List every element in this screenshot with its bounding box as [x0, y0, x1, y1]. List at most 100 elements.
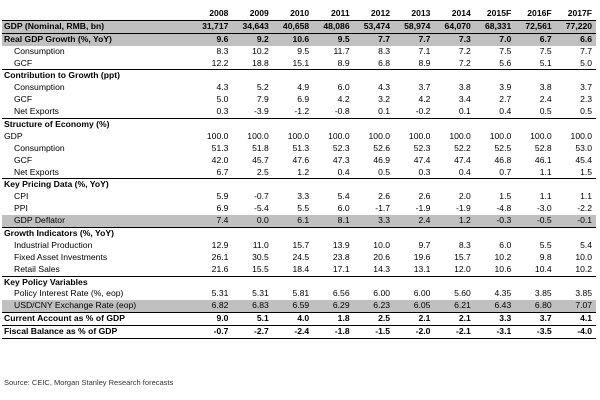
table-cell: -3.0	[536, 203, 552, 214]
table-cell: 8.3	[216, 45, 229, 56]
table-cell: 46.1	[534, 154, 552, 165]
table-cell: 3.7	[580, 82, 593, 93]
table-row: Retail Sales 21.6 15.5 18.4 17.1 14.3 13.1 12.0…	[2, 264, 596, 276]
table-cell: 5.0	[580, 57, 593, 68]
table-cell: 0.1	[378, 106, 391, 117]
table-cell: 0.4	[337, 166, 350, 177]
table-cell: 45.4	[575, 154, 593, 165]
table-cell: 3.3	[378, 215, 391, 226]
table-cell: -5.4	[254, 203, 269, 214]
table-cell: -2.2	[577, 203, 593, 214]
table-cell: 1.1	[580, 191, 593, 202]
row-label: GCF	[14, 94, 33, 105]
year-header-cell: 2012	[370, 8, 391, 18]
table-cell: 6.0	[337, 82, 350, 93]
year-header-cell: 2011	[330, 8, 350, 18]
table-cell: 6.9	[297, 94, 310, 105]
table-row: PPI 6.9 -5.4 5.5 6.0 -1.7 -1.9 -1.9 -4.8 -3.0 -2.2	[2, 203, 596, 215]
table-cell: -0.3	[496, 215, 512, 226]
table-cell: 47.4	[413, 154, 431, 165]
row-label: Growth Indicators (%, YoY)	[4, 228, 114, 239]
gdp-nominal-cell: 58,974	[404, 20, 431, 31]
table-cell: 5.1	[256, 313, 269, 324]
table-cell: 7.7	[580, 45, 593, 56]
table-cell: 7.0	[499, 33, 512, 44]
table-row: Fiscal Balance as % of GDP -0.7 -2.7 -2.4 -1…	[2, 325, 596, 340]
table-cell: 6.8	[378, 57, 391, 68]
table-cell: -3.1	[496, 326, 512, 337]
table-cell: 9.5	[297, 45, 310, 56]
table-cell: 5.0	[216, 94, 229, 105]
row-label: GDP Deflator	[14, 215, 65, 226]
row-label: Net Exports	[14, 106, 59, 117]
row-label: Contribution to Growth (ppt)	[4, 70, 120, 81]
row-label: Net Exports	[14, 166, 59, 177]
table-cell: 6.56	[332, 288, 350, 299]
table-cell: 9.2	[256, 33, 269, 44]
table-cell: -2.7	[254, 326, 269, 337]
table-cell: 10.0	[575, 251, 593, 262]
table-cell: 18.4	[292, 263, 310, 274]
table-cell: 8.1	[337, 215, 350, 226]
table-cell: 2.1	[418, 313, 431, 324]
table-cell: 1.8	[337, 313, 350, 324]
table-cell: 3.8	[539, 82, 552, 93]
year-header-cell: 2014	[451, 8, 471, 18]
table-cell: 6.80	[534, 300, 552, 311]
table-cell: 3.2	[378, 94, 391, 105]
table-cell: 1.2	[458, 215, 471, 226]
table-cell: 19.6	[413, 251, 431, 262]
table-cell: 13.9	[332, 239, 350, 250]
table-cell: 8.9	[337, 57, 350, 68]
table-cell: 2.7	[499, 94, 512, 105]
table-cell: 0.3	[418, 166, 431, 177]
year-header-cell: 2017F	[567, 8, 593, 18]
gdp-nominal-cell: 34,643	[242, 20, 269, 31]
table-row: Consumption 51.3 51.8 51.3 52.3 52.6 52.3 52.2 5…	[2, 143, 596, 155]
table-cell: 6.05	[413, 300, 431, 311]
gdp-nominal-cell: 72,561	[525, 20, 552, 31]
table-cell: 6.83	[252, 300, 269, 311]
table-cell: -4.8	[496, 203, 512, 214]
table-cell: 6.9	[216, 203, 229, 214]
table-row: Policy Interest Rate (%, eop) 5.31 5.31 5.8…	[2, 288, 596, 300]
table-cell: 7.2	[458, 45, 471, 56]
gdp-nominal-cell: 53,474	[363, 20, 391, 31]
table-cell: 6.7	[539, 33, 552, 44]
table-row: GDP 100.0 100.0 100.0 100.0 100.0 100.0 100.0 10…	[2, 131, 596, 143]
table-cell: 6.59	[292, 300, 310, 311]
table-cell: 3.4	[458, 94, 471, 105]
table-cell: 52.5	[494, 142, 512, 153]
table-cell: 21.6	[211, 263, 229, 274]
table-cell: 4.9	[297, 82, 310, 93]
table-cell: 15.7	[292, 239, 310, 250]
table-row: Growth Indicators (%, YoY)	[2, 227, 596, 240]
table-cell: 0.4	[499, 106, 512, 117]
table-cell: 3.7	[418, 82, 431, 93]
table-cell: 0.1	[458, 106, 471, 117]
table-cell: 20.6	[373, 251, 391, 262]
table-cell: 46.9	[373, 154, 391, 165]
table-cell: 51.3	[211, 142, 229, 153]
table-cell: 6.00	[373, 288, 391, 299]
table-cell: 10.6	[292, 33, 310, 44]
table-cell: 100.0	[287, 130, 310, 141]
table-cell: 23.8	[332, 251, 350, 262]
row-label: Fiscal Balance as % of GDP	[4, 326, 118, 337]
table-row: CPI 5.9 -0.7 3.3 5.4 2.6 2.6 2.0 1.5 1.1 1.1	[2, 191, 596, 203]
table-cell: 9.8	[539, 251, 552, 262]
table-cell: 6.43	[494, 300, 512, 311]
table-cell: 6.29	[332, 300, 350, 311]
table-cell: 8.3	[378, 45, 391, 56]
table-row: Net Exports 6.7 2.5 1.2 0.4 0.5 0.3 0.4 0.7 1.1 1.…	[2, 167, 596, 179]
header-years-row: 2008 2009 2010 2011 2012 2013 2014 2015F 2016F 20…	[2, 8, 596, 21]
gdp-nominal-label: GDP (Nominal, RMB, bn)	[4, 20, 105, 31]
table-cell: 2.1	[458, 313, 471, 324]
table-cell: 3.85	[534, 288, 552, 299]
table-cell: 0.5	[378, 166, 391, 177]
table-cell: 2.6	[378, 191, 391, 202]
table-cell: -0.7	[254, 191, 269, 202]
table-row: Real GDP Growth (%, YoY) 9.6 9.2 10.6 9.5 7.7…	[2, 32, 596, 46]
table-row: Consumption 4.3 5.2 4.9 6.0 4.3 3.7 3.8 3.9 3.8 3.…	[2, 82, 596, 94]
table-cell: 3.7	[539, 313, 552, 324]
